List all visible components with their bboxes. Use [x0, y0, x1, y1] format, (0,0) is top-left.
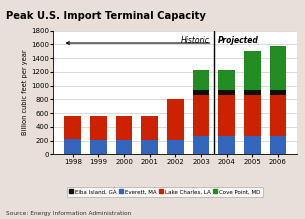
Bar [90, 140, 107, 154]
Y-axis label: Billion cubic feet per year: Billion cubic feet per year [23, 50, 28, 135]
Bar [142, 116, 158, 140]
Bar [116, 140, 132, 154]
Bar [270, 136, 286, 154]
Bar [244, 95, 261, 136]
Bar [142, 140, 158, 154]
Bar [193, 95, 209, 136]
Bar [244, 51, 261, 90]
Bar [90, 116, 107, 140]
Bar [193, 136, 209, 154]
Bar [270, 46, 286, 90]
Legend: Elba Island, GA, Everett, MA, Lake Charles, LA, Cove Point, MD: Elba Island, GA, Everett, MA, Lake Charl… [67, 187, 263, 196]
Text: Historic: Historic [181, 36, 210, 45]
Bar [167, 140, 184, 154]
Bar [244, 90, 261, 95]
Bar [116, 116, 132, 140]
Bar [270, 95, 286, 136]
Bar [64, 116, 81, 139]
Text: Source: Energy Information Administration: Source: Energy Information Administratio… [6, 211, 131, 216]
Bar [270, 90, 286, 95]
Bar [218, 136, 235, 154]
Bar [193, 70, 209, 90]
Bar [167, 99, 184, 140]
Text: Peak U.S. Import Terminal Capacity: Peak U.S. Import Terminal Capacity [6, 11, 206, 21]
Bar [218, 90, 235, 95]
Bar [64, 139, 81, 154]
Bar [218, 95, 235, 136]
Bar [244, 136, 261, 154]
Text: Projected: Projected [218, 36, 259, 45]
Bar [193, 90, 209, 95]
Bar [218, 70, 235, 90]
